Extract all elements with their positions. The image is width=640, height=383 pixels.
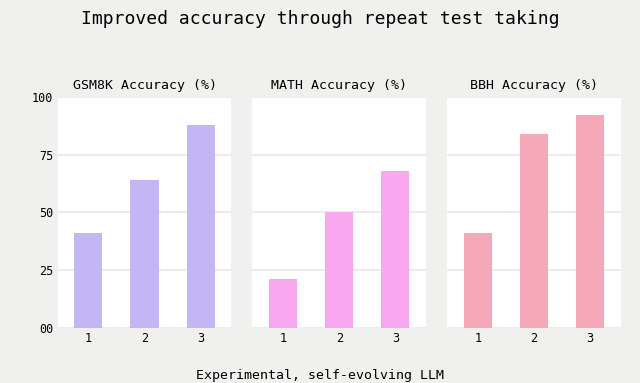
Bar	[576, 115, 604, 328]
Bar	[381, 171, 410, 328]
Text: Experimental, self-evolving LLM: Experimental, self-evolving LLM	[196, 369, 444, 382]
Bar	[269, 279, 297, 328]
Text: Improved accuracy through repeat test taking: Improved accuracy through repeat test ta…	[81, 10, 559, 28]
Bar	[520, 134, 548, 328]
Bar	[187, 125, 214, 328]
Bar	[325, 213, 353, 328]
Bar	[464, 233, 492, 328]
Title: BBH Accuracy (%): BBH Accuracy (%)	[470, 79, 598, 92]
Bar	[131, 180, 159, 328]
Title: MATH Accuracy (%): MATH Accuracy (%)	[271, 79, 407, 92]
Title: GSM8K Accuracy (%): GSM8K Accuracy (%)	[72, 79, 216, 92]
Bar	[74, 233, 102, 328]
